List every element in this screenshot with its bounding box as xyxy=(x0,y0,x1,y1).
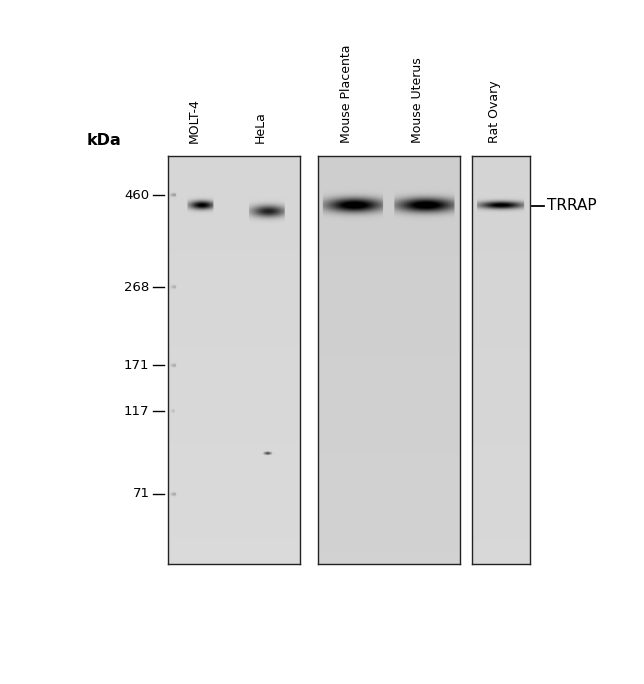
Text: Mouse Placenta: Mouse Placenta xyxy=(340,44,353,143)
Text: HeLa: HeLa xyxy=(254,111,267,143)
Text: 460: 460 xyxy=(124,189,149,202)
Text: Mouse Uterus: Mouse Uterus xyxy=(412,57,424,143)
Text: 71: 71 xyxy=(133,488,149,501)
Text: TRRAP: TRRAP xyxy=(547,198,597,213)
Text: 171: 171 xyxy=(124,359,149,372)
Text: 117: 117 xyxy=(124,405,149,418)
Text: 268: 268 xyxy=(124,281,149,294)
Text: kDa: kDa xyxy=(87,133,122,148)
Text: Rat Ovary: Rat Ovary xyxy=(488,80,501,143)
Text: MOLT-4: MOLT-4 xyxy=(188,98,201,143)
